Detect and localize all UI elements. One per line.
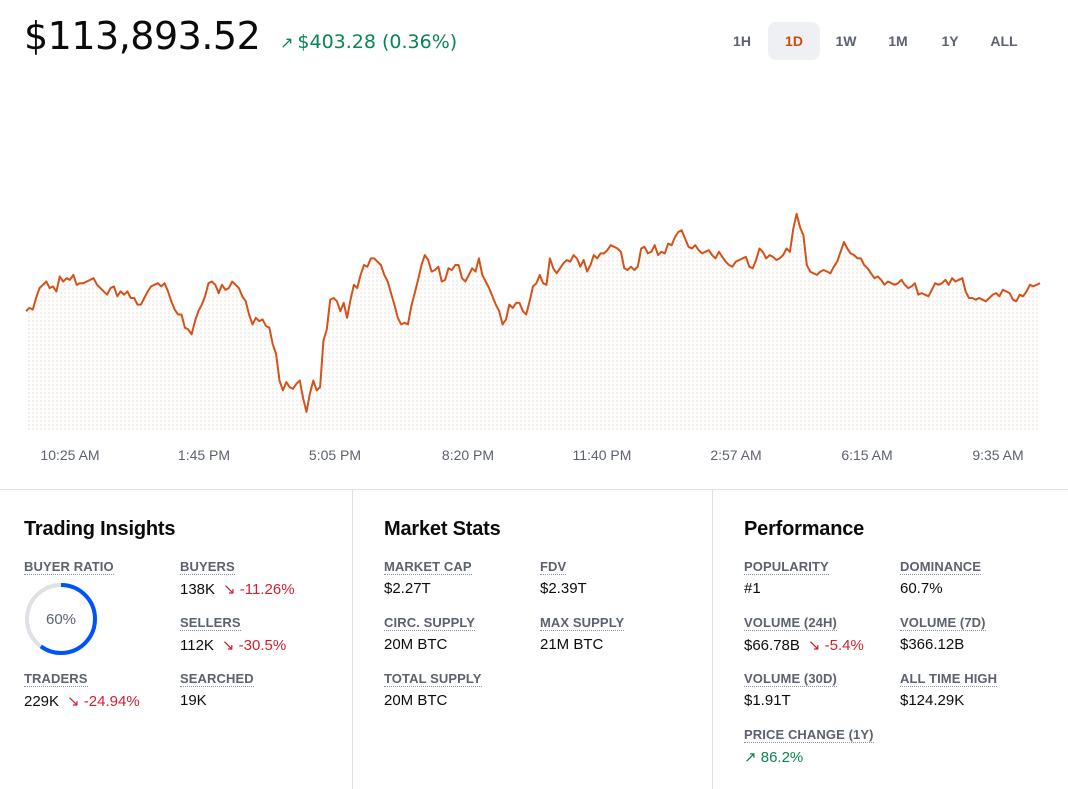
column-divider (352, 490, 353, 789)
time-range-selector: 1H 1D 1W 1M 1Y ALL (716, 22, 1032, 60)
stat-change: ↘ -24.94% (67, 693, 140, 710)
circ-supply-stat: CIRC. SUPPLY 20M BTC (384, 614, 476, 653)
stat-value: 112K (180, 636, 214, 654)
popularity-stat: POPULARITY #1 (744, 558, 829, 597)
volume-30d-stat: VOLUME (30D) $1.91T (744, 670, 837, 709)
stat-label[interactable]: SEARCHED (180, 671, 254, 687)
price-change: ↗ $403.28 (0.36%) (280, 31, 457, 53)
price-header: $113,893.52 ↗ $403.28 (0.36%) 1H 1D 1W 1… (0, 0, 1068, 80)
trading-insights-panel: Trading Insights BUYER RATIO 60% BUYERS … (0, 490, 352, 789)
stat-label[interactable]: VOLUME (7D) (900, 615, 986, 631)
stat-label[interactable]: CIRC. SUPPLY (384, 615, 476, 631)
stat-value: 19K (180, 692, 207, 709)
stat-label[interactable]: BUYER RATIO (24, 559, 114, 575)
stat-change: ↗ 86.2% (744, 749, 804, 766)
stat-value: 21M BTC (540, 636, 604, 653)
volume-7d-stat: VOLUME (7D) $366.12B (900, 614, 986, 653)
stat-value: $366.12B (900, 636, 965, 653)
stat-label[interactable]: TOTAL SUPPLY (384, 671, 482, 687)
total-supply-stat: TOTAL SUPPLY 20M BTC (384, 670, 482, 709)
x-tick-label: 9:35 AM (972, 447, 1023, 463)
stat-value: $2.39T (540, 580, 587, 597)
x-tick-label: 5:05 PM (309, 447, 361, 463)
stat-label[interactable]: DOMINANCE (900, 559, 982, 575)
buyers-stat: BUYERS 138K ↘ -11.26% (180, 558, 295, 598)
volume-24h-stat: VOLUME (24H) $66.78B ↘ -5.4% (744, 614, 864, 654)
price-change-1y-stat: PRICE CHANGE (1Y) ↗ 86.2% (744, 726, 874, 766)
stat-label[interactable]: VOLUME (24H) (744, 615, 837, 631)
section-divider (0, 489, 1068, 490)
stat-label[interactable]: PRICE CHANGE (1Y) (744, 727, 874, 743)
sellers-stat: SELLERS 112K ↘ -30.5% (180, 614, 286, 654)
market-stats-panel: Market Stats MARKET CAP $2.27T FDV $2.39… (353, 490, 712, 789)
max-supply-stat: MAX SUPPLY 21M BTC (540, 614, 625, 653)
x-tick-label: 11:40 PM (573, 447, 632, 463)
stat-value: 20M BTC (384, 692, 448, 709)
x-tick-label: 2:57 AM (710, 447, 761, 463)
stat-change: ↘ -5.4% (807, 637, 864, 654)
range-button-1d[interactable]: 1D (768, 22, 820, 60)
stat-change: ↘ -11.26% (223, 581, 295, 598)
up-arrow-icon: ↗ (280, 32, 294, 52)
stat-label[interactable]: SELLERS (180, 615, 241, 631)
stat-label[interactable]: ALL TIME HIGH (900, 671, 998, 687)
range-button-1y[interactable]: 1Y (941, 33, 959, 49)
stat-label[interactable]: TRADERS (24, 671, 88, 687)
buyer-ratio-value: 60% (45, 610, 77, 628)
stat-label[interactable]: BUYERS (180, 559, 235, 575)
stat-value: 20M BTC (384, 636, 448, 653)
range-button-all[interactable]: ALL (990, 33, 1018, 49)
dominance-stat: DOMINANCE 60.7% (900, 558, 982, 597)
price-chart[interactable]: 10:25 AM 1:45 PM 5:05 PM 8:20 PM 11:40 PM 2:5… (0, 80, 1068, 480)
stat-value: $66.78B (744, 636, 800, 654)
traders-stat: TRADERS 229K ↘ -24.94% (24, 670, 140, 710)
price-chart-svg[interactable]: 10:25 AM 1:45 PM 5:05 PM 8:20 PM 11:40 PM 2:5… (0, 80, 1068, 480)
range-button-1w[interactable]: 1W (835, 33, 857, 49)
buyer-ratio-ring (25, 583, 97, 655)
stat-value: $1.91T (744, 692, 791, 709)
x-tick-label: 10:25 AM (40, 447, 99, 463)
market-cap-stat: MARKET CAP $2.27T (384, 558, 472, 597)
fdv-stat: FDV $2.39T (540, 558, 587, 597)
stat-value: #1 (744, 580, 761, 597)
price-line (25, 212, 1041, 413)
stat-value: 229K (24, 692, 60, 710)
stat-value: $2.27T (384, 580, 431, 597)
price-area-fill (26, 213, 1040, 430)
searched-stat: SEARCHED 19K (180, 670, 254, 709)
stat-label[interactable]: VOLUME (30D) (744, 671, 837, 687)
stat-label[interactable]: MAX SUPPLY (540, 615, 625, 631)
x-tick-label: 1:45 PM (178, 447, 230, 463)
panel-title: Trading Insights (24, 518, 176, 540)
all-time-high-stat: ALL TIME HIGH $124.29K (900, 670, 998, 709)
panel-title: Market Stats (384, 518, 501, 540)
stat-label[interactable]: MARKET CAP (384, 559, 472, 575)
x-tick-label: 6:15 AM (841, 447, 892, 463)
stat-label[interactable]: FDV (540, 559, 567, 575)
stat-value: $124.29K (900, 692, 965, 709)
price-change-value: $403.28 (0.36%) (297, 31, 458, 53)
panel-title: Performance (744, 518, 865, 540)
x-axis-ticks: 10:25 AM 1:45 PM 5:05 PM 8:20 PM 11:40 PM 2:5… (40, 447, 1023, 463)
performance-panel: Performance POPULARITY #1 DOMINANCE 60.7… (713, 490, 1068, 789)
current-price: $113,893.52 (24, 14, 261, 58)
column-divider (712, 490, 713, 789)
ring-progress (25, 583, 97, 655)
buyer-ratio-stat: BUYER RATIO (24, 558, 114, 576)
stat-value: 60.7% (900, 580, 943, 597)
x-tick-label: 8:20 PM (442, 447, 494, 463)
stat-value: 138K (180, 580, 216, 598)
stat-label[interactable]: POPULARITY (744, 559, 829, 575)
range-button-1m[interactable]: 1M (888, 33, 908, 49)
range-button-1h[interactable]: 1H (733, 33, 751, 49)
stat-change: ↘ -30.5% (221, 637, 287, 654)
